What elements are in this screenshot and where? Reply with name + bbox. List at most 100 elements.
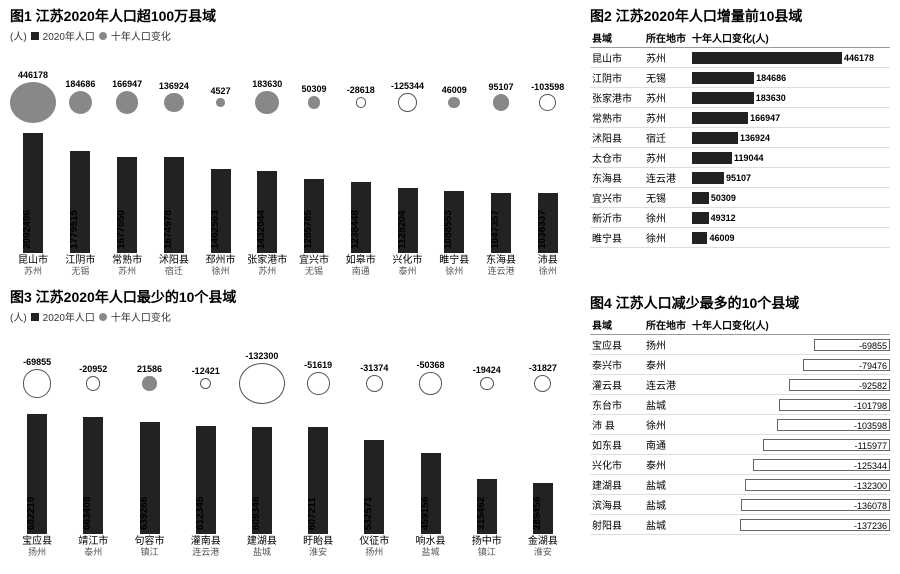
population-bar: 1432044 [257,171,277,253]
increase-bar [692,172,724,184]
table-row: 宜兴市无锡50309 [590,188,890,208]
county-label: 张家港市苏州 [247,255,287,277]
change-bubble [308,96,320,108]
county-label: 沛县徐州 [538,255,558,277]
chart-column: -1253441128204兴化市泰州 [385,71,430,277]
chart-column: -12421612345灌南县连云港 [179,352,233,558]
table-row: 建湖县盐城-132300 [590,475,890,495]
fig2-title: 图2 江苏2020年人口增量前10县域 [590,6,890,26]
fig4-table: 县域 所在地市 十年人口变化(人) 宝应县扬州-69855泰兴市泰州-79476… [590,315,890,535]
square-icon [31,313,39,321]
table-row: 射阳县盐城-137236 [590,515,890,535]
chart-column: 50309 1285785宜兴市无锡 [292,71,337,277]
table-row: 张家港市苏州183630 [590,88,890,108]
increase-value: 46009 [709,233,734,243]
increase-value: 95107 [726,173,751,183]
chart-column: 21586639266句容市镇江 [122,352,176,558]
population-label: 663408 [82,497,93,530]
change-label: -28618 [347,86,375,95]
change-bubble [239,363,285,404]
population-bar: 532571 [364,440,384,534]
increase-value: 136924 [740,133,770,143]
table-row: 新沂市徐州49312 [590,208,890,228]
table-row: 滨海县盐城-136078 [590,495,890,515]
change-bubble [398,93,417,112]
population-bar: 1047357 [491,193,511,253]
table-row: 沭阳县宿迁136924 [590,128,890,148]
county-label: 宜兴市无锡 [299,255,329,277]
decrease-bar: -101798 [779,399,890,411]
chart-column: 184686 1779515江阴市无锡 [58,71,103,277]
population-label: 639266 [139,497,150,530]
fig3-panel: 图3 江苏2020年人口最少的10个县域 (人) 2020年人口 十年人口变化 … [0,281,580,562]
change-bubble [539,94,556,111]
decrease-bar: -136078 [741,499,890,511]
change-bubble [356,97,366,107]
population-bar: 1779515 [70,151,90,253]
population-bar: 612345 [196,426,216,534]
decrease-value: -79476 [859,360,887,372]
table-header: 县域 所在地市 十年人口变化(人) [590,28,890,48]
increase-bar [692,52,842,64]
population-bar: 289456 [533,483,553,534]
population-bar: 1038337 [538,193,558,253]
county-label: 灌南县连云港 [191,536,221,558]
population-label: 609346 [251,497,262,530]
population-label: 1462563 [210,210,221,249]
chart-column: -132300609346建湖县盐城 [235,352,289,558]
population-label: 1088553 [443,210,454,249]
fig1-title: 图1 江苏2020年人口超100万县域 [10,6,570,26]
county-label: 宝应县扬州 [22,536,52,558]
county-label: 金湖县淮安 [528,536,558,558]
decrease-value: -101798 [854,400,887,412]
change-label: 166947 [112,80,142,89]
change-label: -31374 [360,364,388,373]
population-label: 1128204 [397,211,408,249]
change-label: 4527 [211,87,231,96]
decrease-bar: -69855 [814,339,890,351]
county-label: 江阴市无锡 [65,255,95,277]
population-label: 532571 [363,497,374,530]
county-label: 常熟市苏州 [112,255,142,277]
decrease-value: -136078 [854,500,887,512]
decrease-bar: -125344 [753,459,890,471]
change-label: 21586 [137,365,162,374]
change-bubble [69,91,93,115]
change-bubble [307,372,330,395]
decrease-value: -103598 [854,420,887,432]
chart-column: 951071047357东海县连云港 [479,71,524,277]
fig1-legend: (人) 2020年人口 十年人口变化 [10,28,570,43]
square-icon [31,32,39,40]
increase-bar [692,72,754,84]
population-label: 612345 [195,497,206,530]
fig3-chart: -69855682219宝应县扬州-20952663408靖江市泰州215866… [10,328,570,558]
chart-column: 1836301432044张家港市苏州 [245,71,290,277]
population-bar: 1462563 [211,169,231,253]
change-bubble [419,372,441,394]
decrease-bar: -79476 [803,359,890,371]
chart-column: 4461782092496昆山市苏州 [10,71,56,277]
increase-bar [692,92,754,104]
change-label: 184686 [65,80,95,89]
county-label: 响水县盐城 [416,536,446,558]
county-label: 建湖县盐城 [247,536,277,558]
chart-column: -286181238448如皋市南通 [338,71,383,277]
population-bar: 663408 [83,417,103,534]
chart-column: -1035981038337沛县徐州 [525,71,570,277]
table-row: 兴化市泰州-125344 [590,455,890,475]
county-label: 靖江市泰州 [78,536,108,558]
decrease-value: -132300 [854,480,887,492]
population-label: 1047357 [490,210,501,249]
population-label: 315462 [476,497,487,530]
increase-bar [692,112,748,124]
table-row: 东海县连云港95107 [590,168,890,188]
increase-value: 184686 [756,73,786,83]
decrease-bar: -132300 [745,479,890,491]
population-bar: 1285785 [304,179,324,253]
fig3-title: 图3 江苏2020年人口最少的10个县域 [10,287,570,307]
change-label: 50309 [302,85,327,94]
population-label: 607211 [307,497,318,530]
chart-column: -19424315462扬中市镇江 [460,352,514,558]
chart-column: -69855682219宝应县扬州 [10,352,64,558]
change-label: -69855 [23,358,51,367]
